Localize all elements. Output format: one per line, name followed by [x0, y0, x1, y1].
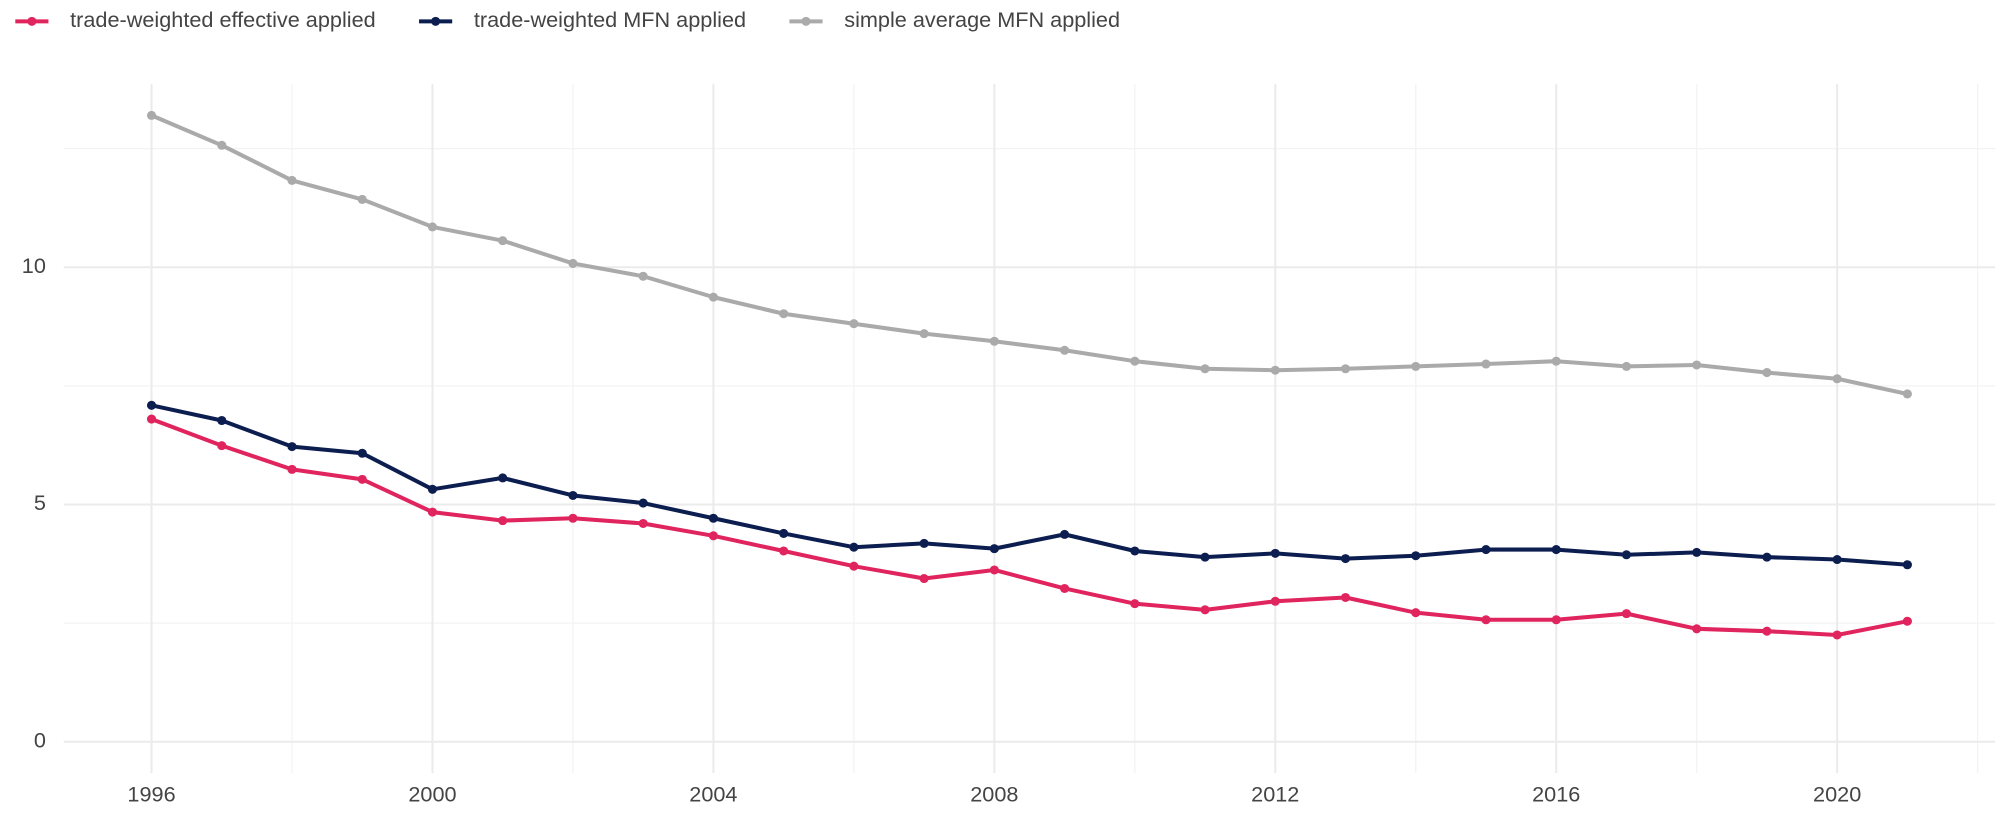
point — [287, 175, 297, 185]
x-tick-label: 2000 — [408, 782, 456, 806]
point — [1481, 615, 1491, 625]
x-tick-label: 1996 — [127, 782, 175, 806]
point — [919, 573, 929, 584]
legend-label: trade-weighted effective applied — [70, 8, 376, 32]
point — [1692, 624, 1702, 634]
point — [146, 110, 157, 120]
legend-swatch-point — [801, 16, 811, 26]
point — [1621, 361, 1632, 371]
point — [638, 518, 648, 528]
point — [1130, 356, 1140, 366]
point — [357, 448, 367, 458]
point — [1200, 605, 1210, 615]
point — [217, 140, 227, 150]
point — [1270, 365, 1280, 375]
point — [1621, 609, 1632, 619]
y-tick-label: 5 — [34, 491, 46, 515]
point — [498, 236, 508, 246]
point — [989, 544, 999, 554]
point — [919, 329, 929, 339]
point — [1832, 630, 1842, 640]
point — [427, 484, 438, 494]
point — [1551, 545, 1561, 555]
legend-label: simple average MFN applied — [844, 8, 1120, 32]
point — [1130, 599, 1140, 609]
point — [1340, 554, 1351, 564]
x-tick-label: 2016 — [1532, 782, 1580, 806]
legend-swatch-point — [431, 16, 441, 26]
point — [357, 194, 367, 204]
y-tick-label: 10 — [22, 254, 46, 278]
point — [1551, 615, 1561, 625]
point — [1340, 592, 1351, 603]
point — [1059, 529, 1070, 539]
point — [1902, 389, 1912, 399]
point — [849, 542, 859, 552]
point — [779, 528, 789, 538]
point — [357, 474, 367, 484]
point — [708, 531, 718, 541]
point — [217, 441, 227, 451]
point — [1692, 547, 1702, 557]
point — [849, 561, 859, 571]
point — [1832, 374, 1842, 384]
point — [217, 415, 227, 426]
point — [568, 513, 578, 523]
point — [779, 546, 789, 556]
point — [498, 473, 508, 483]
series-line — [150, 417, 1908, 637]
point — [849, 319, 859, 329]
series-line — [151, 403, 1908, 567]
point — [779, 309, 789, 319]
point — [1411, 551, 1421, 561]
x-tick-label: 2008 — [970, 782, 1018, 806]
x-tick-label: 2004 — [689, 782, 737, 806]
point — [1411, 361, 1421, 371]
point — [427, 222, 438, 232]
point — [1200, 552, 1210, 562]
point — [1130, 546, 1140, 556]
point — [989, 336, 999, 346]
point — [919, 538, 929, 548]
legend-label: trade-weighted MFN applied — [474, 8, 746, 32]
point — [568, 258, 578, 268]
x-tick-label: 2020 — [1813, 782, 1861, 806]
point — [1762, 626, 1772, 636]
point — [146, 414, 157, 424]
point — [1551, 356, 1561, 366]
point — [1200, 364, 1210, 374]
point — [1762, 552, 1772, 562]
point — [1059, 583, 1070, 593]
point — [498, 516, 508, 526]
point — [1481, 545, 1491, 555]
point — [568, 490, 578, 500]
point — [1270, 548, 1280, 558]
point — [1762, 368, 1772, 378]
point — [1411, 608, 1421, 618]
point — [708, 292, 718, 302]
x-tick-label: 2012 — [1251, 782, 1299, 806]
point — [638, 498, 648, 508]
point — [146, 400, 157, 410]
point — [287, 464, 297, 474]
point — [427, 507, 438, 517]
point — [287, 442, 297, 452]
point — [1340, 364, 1351, 374]
legend-swatch-point — [27, 16, 37, 26]
y-tick-label: 0 — [34, 729, 46, 753]
point — [708, 513, 718, 523]
point — [1481, 359, 1491, 369]
point — [1059, 345, 1070, 355]
point — [638, 271, 648, 281]
point — [1692, 360, 1702, 370]
point — [1832, 555, 1842, 565]
series-line — [150, 113, 1908, 396]
point — [1621, 550, 1632, 560]
point — [1902, 560, 1912, 570]
point — [1270, 596, 1280, 606]
point — [989, 565, 999, 575]
point — [1902, 616, 1912, 626]
